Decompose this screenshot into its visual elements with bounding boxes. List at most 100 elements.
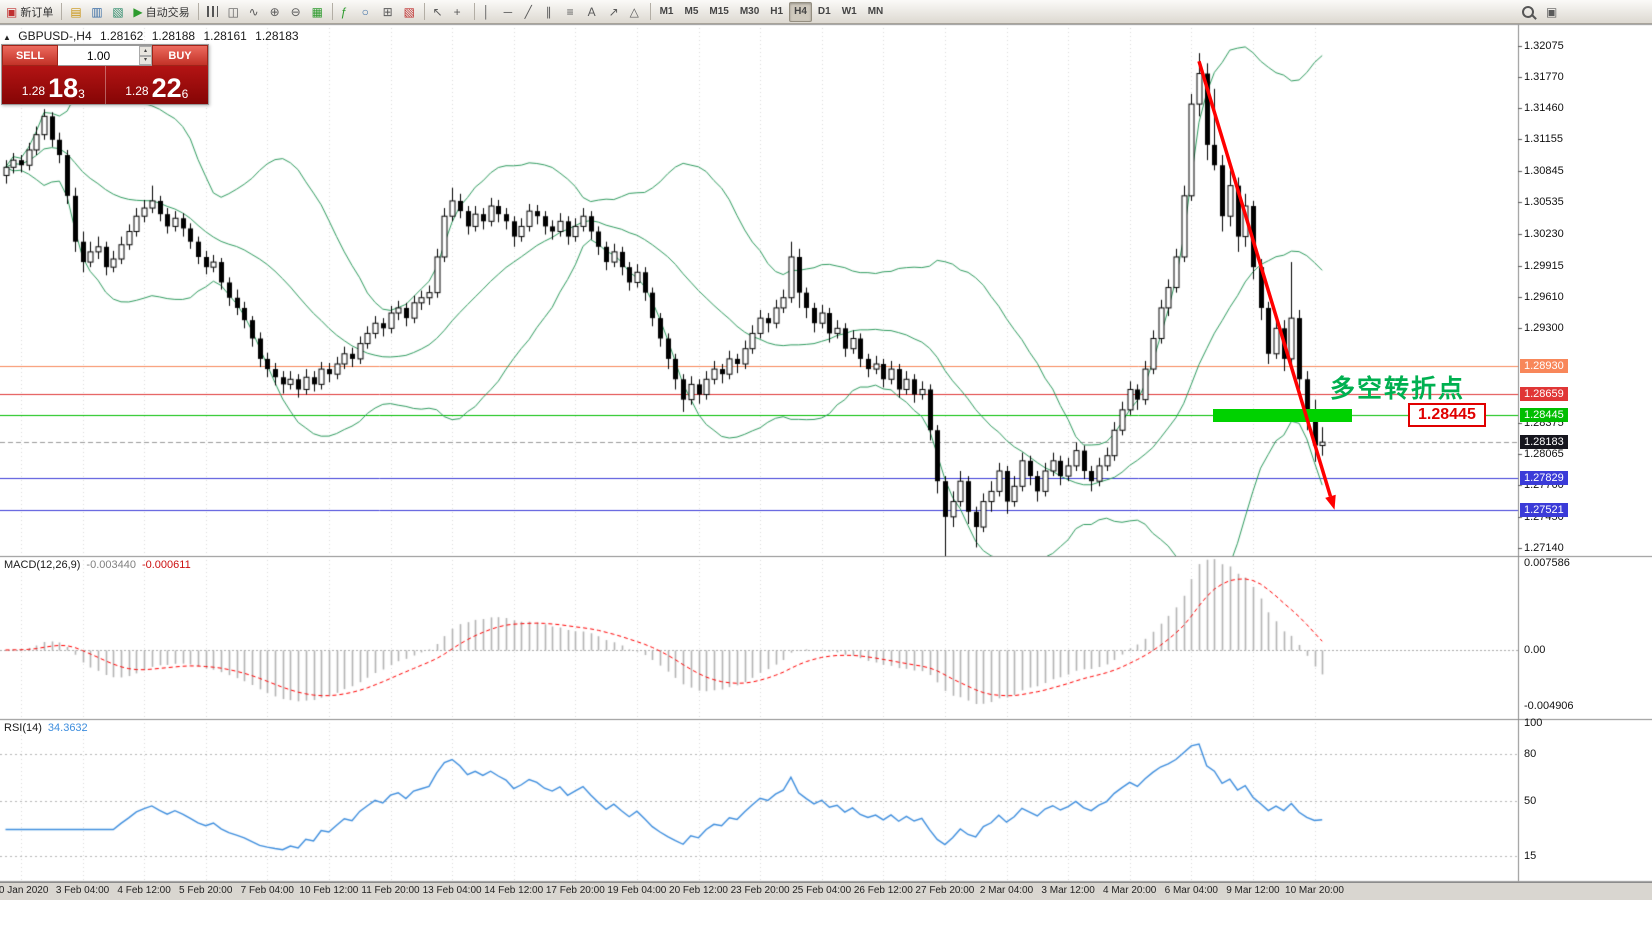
buy-button[interactable]: BUY (152, 45, 208, 66)
time-tick-label: 23 Feb 20:00 (730, 885, 790, 896)
zoom-in-button[interactable]: ⊕ (266, 2, 286, 22)
timeframe-button-H1[interactable]: H1 (765, 2, 788, 22)
time-tick-label: 6 Mar 04:00 (1164, 885, 1218, 896)
timeframe-button-M15[interactable]: M15 (704, 2, 733, 22)
price-level-badge: 1.28445 (1520, 408, 1568, 423)
text-tool-button[interactable]: A (584, 2, 604, 22)
cursor-button[interactable]: ↖ (429, 2, 449, 22)
crosshair-button[interactable]: + (450, 2, 470, 22)
ask-price[interactable]: 1.28 22 6 (106, 66, 209, 104)
autotrade-button[interactable]: ▶ 自动交易 (129, 2, 193, 22)
timeframe-button-MN[interactable]: MN (863, 2, 889, 22)
sell-button[interactable]: SELL (2, 45, 58, 66)
toolbar-divider (331, 3, 333, 20)
price-level-badge: 1.28659 (1520, 386, 1568, 401)
crosshair-icon: + (453, 4, 461, 19)
rsi-axis-label: 15 (1524, 849, 1537, 862)
toolbar: ▣ 新订单 ▤ ▥ ▧ ▶ 自动交易 ◫ ∿ ⊕ ⊖ ▦ ƒ ○ ⊞ ▧ ↖ +… (0, 0, 1652, 24)
high-value: 1.28188 (151, 29, 196, 43)
window-button[interactable]: ▣ (1542, 2, 1562, 22)
zoom-out-button[interactable]: ⊖ (287, 2, 307, 22)
market-watch-icon: ▤ (70, 4, 82, 19)
time-tick-label: 4 Feb 12:00 (117, 885, 171, 896)
price-tick: 1.29300 (1524, 322, 1564, 335)
time-tick-label: 14 Feb 12:00 (484, 885, 544, 896)
time-tick-label: 10 Mar 20:00 (1285, 885, 1344, 896)
bid-prefix: 1.28 (21, 84, 46, 99)
current-price-badge: 1.28183 (1520, 435, 1568, 450)
timeframe-button-H4[interactable]: H4 (789, 1, 812, 22)
search-button[interactable] (1518, 2, 1538, 22)
price-label-box[interactable]: 1.28445 (1408, 403, 1486, 428)
price-tick: 1.30535 (1524, 196, 1564, 209)
timeframe-button-W1[interactable]: W1 (837, 2, 862, 22)
auto-scroll-icon: ▧ (403, 4, 415, 19)
rsi-axis-label: 100 (1524, 716, 1543, 729)
price-tick: 1.28065 (1524, 448, 1564, 461)
price-axis[interactable]: 1.32075 1.31770 1.31460 1.31155 1.30845 1.305… (1519, 0, 1652, 951)
price-tick: 1.29915 (1524, 259, 1564, 272)
volume-input[interactable] (58, 46, 139, 65)
data-window-button[interactable]: ▥ (87, 2, 107, 22)
time-tick-label: 19 Feb 04:00 (607, 885, 667, 896)
price-level-badge: 1.28930 (1520, 359, 1568, 374)
macd-axis-label: 0.00 (1524, 643, 1546, 656)
text-tool-icon: A (587, 4, 596, 19)
grid-button[interactable]: ▦ (308, 2, 328, 22)
navigator-icon: ▧ (112, 4, 124, 19)
market-watch-button[interactable]: ▤ (66, 2, 86, 22)
rsi-header: RSI(14) 34.3632 (4, 722, 88, 734)
autotrade-label: 自动交易 (145, 6, 190, 19)
fibonacci-icon: ≡ (566, 4, 574, 19)
volume-up-button[interactable]: ▴ (139, 46, 152, 56)
line-chart-button[interactable]: ∿ (245, 2, 265, 22)
line-chart-icon: ∿ (248, 4, 259, 19)
templates-button[interactable]: ⊞ (379, 2, 399, 22)
time-tick-label: 7 Feb 04:00 (240, 885, 294, 896)
toolbar-divider (61, 3, 63, 20)
horizontal-line-button[interactable]: ─ (500, 2, 520, 22)
indicators-button[interactable]: ƒ (337, 2, 357, 22)
navigator-button[interactable]: ▧ (108, 2, 128, 22)
turning-point-annotation[interactable]: 多空转折点 (1330, 375, 1466, 404)
new-order-label: 新订单 (20, 6, 54, 19)
price-tick: 1.30230 (1524, 227, 1564, 240)
shapes-button[interactable]: △ (626, 2, 646, 22)
support-zone-rectangle[interactable] (1212, 409, 1353, 423)
timeframe-button-D1[interactable]: D1 (813, 2, 836, 22)
time-tick-label: 17 Feb 20:00 (545, 885, 605, 896)
timeframe-button-M5[interactable]: M5 (679, 2, 703, 22)
timeframe-button-M1[interactable]: M1 (655, 2, 679, 22)
bid-pip-digit: 3 (78, 87, 85, 101)
volume-box: ▴ ▾ (58, 45, 152, 66)
candlestick-chart-button[interactable]: ◫ (224, 2, 244, 22)
arrow-tool-button[interactable]: ↗ (605, 2, 625, 22)
horizontal-line-icon: ─ (503, 4, 513, 19)
time-tick-label: 25 Feb 04:00 (792, 885, 852, 896)
bid-price[interactable]: 1.28 18 3 (2, 66, 106, 104)
toolbar-divider (197, 3, 199, 20)
toolbar-divider (649, 3, 651, 20)
ask-prefix: 1.28 (125, 84, 149, 99)
auto-scroll-button[interactable]: ▧ (400, 2, 420, 22)
ask-big-digits: 22 (151, 73, 182, 104)
time-axis[interactable]: 30 Jan 2020 3 Feb 04:00 4 Feb 12:00 5 Feb 2… (0, 882, 1652, 900)
chart-ohlc-header: ▲ GBPUSD-,H4 1.28162 1.28188 1.28161 1.2… (3, 29, 304, 43)
time-tick-label: 30 Jan 2020 (0, 885, 49, 896)
macd-axis-label: -0.004906 (1524, 699, 1574, 712)
vertical-line-button[interactable]: │ (479, 2, 499, 22)
trendline-button[interactable]: ╱ (521, 2, 541, 22)
timeframe-button-M30[interactable]: M30 (735, 2, 764, 22)
new-order-button[interactable]: ▣ 新订单 (2, 2, 57, 22)
new-order-icon: ▣ (6, 4, 18, 19)
macd-value: -0.003440 (86, 559, 136, 571)
channel-button[interactable]: ∥ (542, 2, 562, 22)
period-button[interactable]: ○ (358, 2, 378, 22)
bar-chart-button[interactable] (203, 2, 223, 22)
time-tick-label: 10 Feb 12:00 (299, 885, 359, 896)
bar-chart-icon (206, 6, 218, 17)
fibonacci-button[interactable]: ≡ (563, 2, 583, 22)
volume-down-button[interactable]: ▾ (139, 55, 152, 65)
window-icon: ▣ (1546, 4, 1558, 19)
